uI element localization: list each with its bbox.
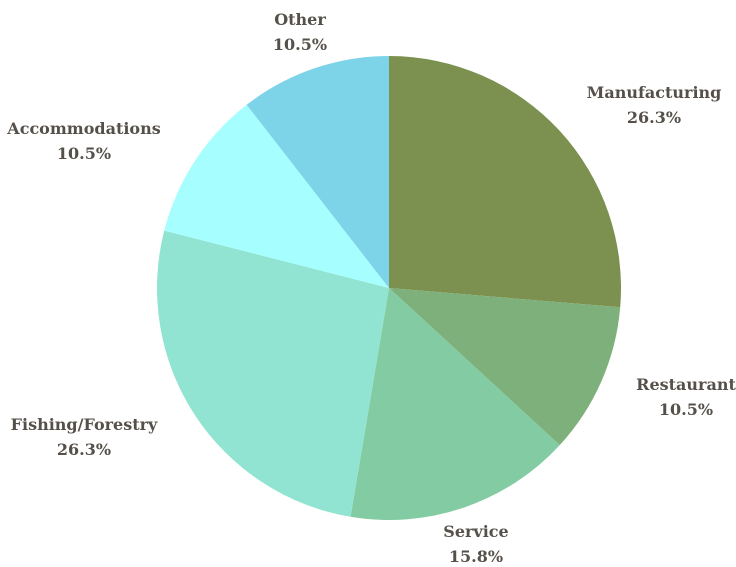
pie-slice-manufacturing [389,56,621,308]
pie-slice-other [246,56,389,288]
slice-percent-label: 15.8% [449,547,503,566]
slice-label: Service [443,522,508,541]
slice-label: Fishing/Forestry [11,415,158,434]
pie-labels: Manufacturing 26.3% Restaurant 10.5% Service… [6,10,736,566]
slice-percent-label: 26.3% [57,440,111,459]
slice-percent-label: 10.5% [659,400,713,419]
pie-slice-restaurant [389,288,621,446]
slice-percent-label: 10.5% [273,35,327,54]
pie-slices [157,56,621,520]
slice-percent-label: 10.5% [57,144,111,163]
pie-slice-service [350,288,560,520]
pie-slice-fishing-forestry [157,230,389,517]
slice-label: Other [274,10,326,29]
slice-label: Manufacturing [587,83,722,102]
slice-label: Restaurant [636,375,736,394]
slice-label: Accommodations [6,119,160,138]
slice-percent-label: 26.3% [627,108,681,127]
pie-slice-accommodations [164,104,389,288]
